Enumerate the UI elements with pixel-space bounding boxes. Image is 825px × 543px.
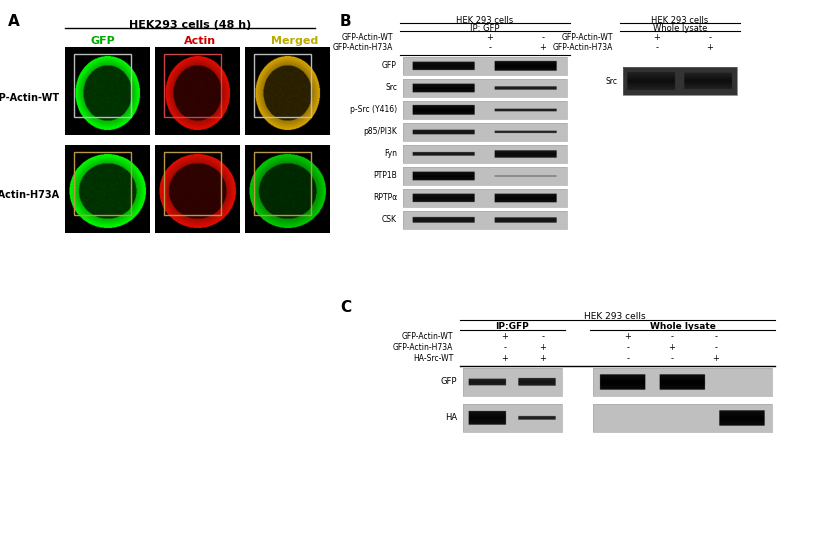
Text: -: -: [709, 33, 711, 42]
Text: C: C: [340, 300, 351, 315]
Text: RPTPα: RPTPα: [373, 193, 397, 203]
Text: GFP-Actin-H73A: GFP-Actin-H73A: [0, 190, 60, 200]
Text: -: -: [626, 343, 629, 352]
Text: CSK: CSK: [382, 216, 397, 224]
Text: +: +: [487, 33, 493, 42]
Text: +: +: [502, 354, 508, 363]
Text: HA: HA: [445, 414, 457, 422]
Text: HA-Src-WT: HA-Src-WT: [412, 354, 453, 363]
Text: -: -: [656, 43, 658, 52]
Bar: [593, 404, 772, 432]
Text: GFP-Actin-WT: GFP-Actin-WT: [0, 93, 60, 103]
Text: HEK 293 cells: HEK 293 cells: [584, 312, 646, 321]
Text: B: B: [340, 14, 351, 29]
Bar: [463, 404, 562, 432]
Text: +: +: [668, 343, 676, 352]
Text: Whole lysate: Whole lysate: [649, 322, 715, 331]
Text: +: +: [540, 343, 546, 352]
Text: Actin: Actin: [184, 36, 216, 46]
Text: A: A: [8, 14, 20, 29]
Text: Src: Src: [605, 77, 617, 85]
Text: -: -: [671, 354, 673, 363]
Bar: [73, 152, 131, 216]
Text: Fyn: Fyn: [384, 149, 397, 159]
Text: +: +: [625, 332, 631, 341]
Text: -: -: [503, 343, 507, 352]
Text: +: +: [653, 33, 661, 42]
Bar: [253, 152, 311, 216]
Text: IP: GFP: IP: GFP: [470, 24, 500, 33]
Text: +: +: [706, 43, 714, 52]
Text: -: -: [671, 332, 673, 341]
Bar: [403, 101, 567, 119]
Text: -: -: [488, 43, 492, 52]
Bar: [403, 167, 567, 185]
Text: HEK293 cells (48 h): HEK293 cells (48 h): [129, 20, 251, 30]
Text: +: +: [713, 354, 719, 363]
Bar: [163, 152, 221, 216]
Text: Merged: Merged: [271, 36, 318, 46]
Bar: [403, 211, 567, 229]
Bar: [463, 368, 562, 396]
Text: IP:GFP: IP:GFP: [496, 322, 530, 331]
Bar: [623, 67, 737, 95]
Text: Whole lysate: Whole lysate: [653, 24, 707, 33]
Text: GFP-Actin-WT: GFP-Actin-WT: [402, 332, 453, 341]
Text: GFP: GFP: [441, 377, 457, 387]
Text: GFP-Actin-H73A: GFP-Actin-H73A: [393, 343, 453, 352]
Bar: [163, 54, 221, 117]
Text: -: -: [541, 332, 544, 341]
Text: -: -: [714, 343, 718, 352]
Bar: [593, 368, 772, 396]
Bar: [403, 79, 567, 97]
Text: Src: Src: [385, 84, 397, 92]
Text: GFP: GFP: [382, 61, 397, 71]
Text: p85/PI3K: p85/PI3K: [363, 128, 397, 136]
Text: HEK 293 cells: HEK 293 cells: [652, 16, 709, 25]
Text: PTP1B: PTP1B: [373, 172, 397, 180]
Bar: [403, 145, 567, 163]
Text: +: +: [540, 354, 546, 363]
Text: -: -: [541, 33, 544, 42]
Bar: [73, 54, 131, 117]
Text: GFP: GFP: [91, 36, 116, 46]
Bar: [403, 189, 567, 207]
Text: GFP-Actin-WT: GFP-Actin-WT: [562, 33, 613, 42]
Text: p-Src (Y416): p-Src (Y416): [350, 105, 397, 115]
Bar: [403, 123, 567, 141]
Text: -: -: [714, 332, 718, 341]
Bar: [403, 57, 567, 75]
Text: -: -: [626, 354, 629, 363]
Text: +: +: [540, 43, 546, 52]
Bar: [253, 54, 311, 117]
Text: GFP-Actin-H73A: GFP-Actin-H73A: [553, 43, 613, 52]
Text: +: +: [502, 332, 508, 341]
Text: HEK 293 cells: HEK 293 cells: [456, 16, 514, 25]
Text: GFP-Actin-WT: GFP-Actin-WT: [342, 33, 393, 42]
Text: GFP-Actin-H73A: GFP-Actin-H73A: [332, 43, 393, 52]
